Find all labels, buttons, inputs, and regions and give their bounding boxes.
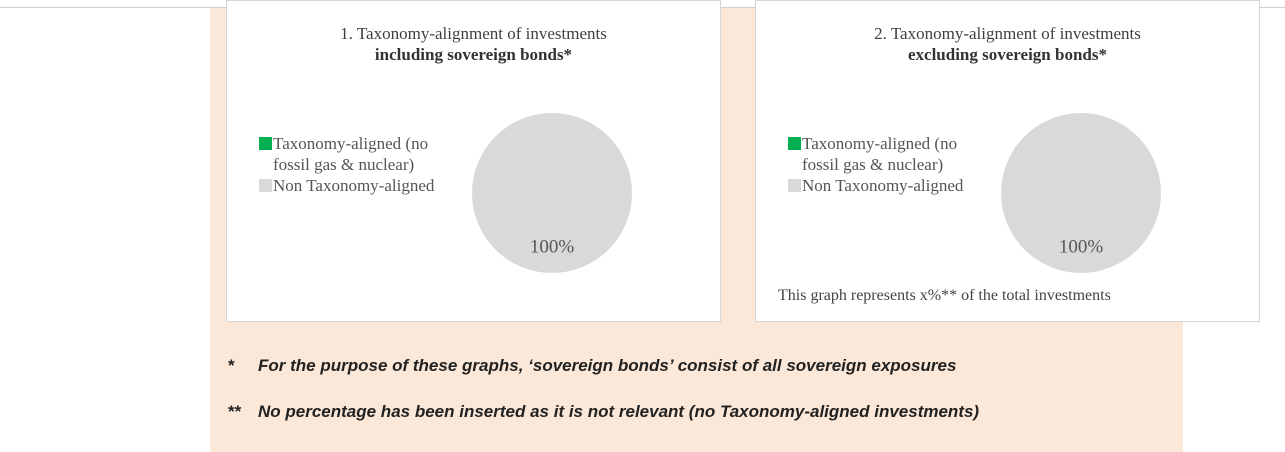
chart-box: 1. Taxonomy-alignment of investments incl… (226, 0, 721, 322)
chart-title: 1. Taxonomy-alignment of investments (340, 24, 607, 43)
legend-item: Taxonomy-aligned (no fossil gas & nuclea… (257, 133, 457, 175)
chart-title-block: 1. Taxonomy-alignment of investments incl… (227, 23, 720, 65)
footnote-mark: ** (228, 402, 242, 421)
legend: Taxonomy-aligned (no fossil gas & nuclea… (257, 133, 457, 196)
legend-label: Taxonomy-aligned (no fossil gas & nuclea… (273, 134, 429, 174)
chart-note: This graph represents x%** of the total … (778, 287, 1111, 304)
chart-title: 2. Taxonomy-alignment of investments (874, 24, 1141, 43)
pie-chart: 100% (1001, 113, 1161, 273)
legend-swatch (788, 179, 801, 192)
pie-slice (1001, 113, 1161, 273)
chart-subtitle: including sovereign bonds* (374, 45, 573, 64)
chart-subtitle: excluding sovereign bonds* (907, 45, 1107, 64)
legend-label: Non Taxonomy-aligned (273, 176, 435, 195)
footnote-text: For the purpose of these graphs, ‘sovere… (258, 356, 957, 375)
legend-item: Non Taxonomy-aligned (257, 175, 457, 196)
footnote: * For the purpose of these graphs, ‘sover… (228, 356, 956, 376)
legend-swatch (259, 179, 272, 192)
legend-swatch (259, 137, 272, 150)
value-label: 100% (530, 236, 575, 257)
legend-label: Non Taxonomy-aligned (802, 176, 964, 195)
pie-chart: 100% (472, 113, 632, 273)
footnote: ** No percentage has been inserted as it … (228, 402, 979, 422)
pie-slice (472, 113, 632, 273)
chart-title-block: 2. Taxonomy-alignment of investments excl… (756, 23, 1259, 65)
legend-item: Taxonomy-aligned (no fossil gas & nuclea… (786, 133, 986, 175)
value-label: 100% (1059, 236, 1104, 257)
legend: Taxonomy-aligned (no fossil gas & nuclea… (786, 133, 986, 196)
legend-item: Non Taxonomy-aligned (786, 175, 986, 196)
footnote-text: No percentage has been inserted as it is… (258, 402, 980, 421)
legend-label: Taxonomy-aligned (no fossil gas & nuclea… (802, 134, 958, 174)
footnote-mark: * (228, 356, 235, 375)
legend-swatch (788, 137, 801, 150)
chart-box: 2. Taxonomy-alignment of investments excl… (755, 0, 1260, 322)
